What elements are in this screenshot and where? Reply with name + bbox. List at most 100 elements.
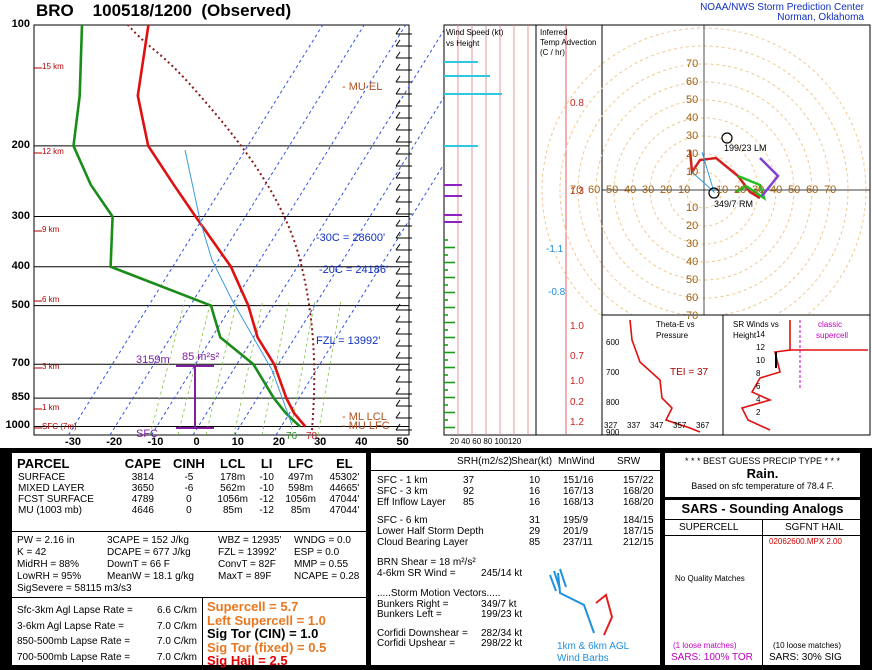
lapse-rate-label: 850-500mb Lapse Rate = (17, 636, 131, 647)
pressure-label-700: 700 (11, 357, 30, 370)
index-col4-2: MMP = 0.55 (294, 559, 349, 570)
kin-cell: 167/13 (563, 486, 594, 497)
parcel-header-3: LCL (220, 456, 246, 471)
height-label-2: 9 km (42, 225, 60, 234)
bunkers-left: Bunkers Left = (377, 609, 442, 620)
kin-cell: SFC - 3 km (377, 486, 428, 497)
index-col1-1: K = 42 (17, 547, 47, 558)
hodo-rm-label: 349/7 RM (714, 199, 754, 209)
kin-cell: 187/15 (623, 526, 654, 537)
parcel-cell: FCST SURFACE (18, 494, 94, 505)
parcel-cell: MIXED LAYER (18, 483, 85, 494)
parcel-cell: 0 (186, 494, 192, 505)
hodo-ring-label-down-5: 20 (686, 220, 699, 232)
index-col1-4: SigSevere = 58115 m3/s3 (17, 583, 132, 594)
mu-el-label: - MU EL (342, 81, 383, 93)
lapse-rate-value: 6.6 C/km (157, 605, 198, 616)
parcel-row: SURFACE 3814 -5 178m -10 497m 45302' (16, 472, 366, 483)
index-col3-0: WBZ = 12935' (218, 535, 282, 546)
temp-adv-value-3: -0.8 (548, 287, 566, 298)
brn-shear: BRN Shear = 18 m²/s² (377, 557, 476, 568)
parcel-cell: 598m (288, 483, 314, 494)
theta-title-1: Theta-E vs (656, 320, 695, 329)
index-col1-3: LowRH = 95% (17, 571, 82, 582)
temp-label-8: 50 (396, 436, 409, 448)
theta-x-tick-2: 347 (650, 421, 664, 430)
sars-supercell-none: No Quality Matches (675, 574, 745, 583)
corfidi-down-val: 282/34 kt (481, 628, 523, 639)
parcel-header-6: EL (336, 456, 353, 471)
pressure-label-400: 400 (11, 259, 30, 272)
lapse-rate-value: 7.0 C/km (157, 636, 198, 647)
hodo-ring-label-up-5: 20 (686, 148, 699, 160)
kin-cell: 157/22 (623, 475, 654, 486)
parcel-cell: 47044' (329, 505, 360, 516)
hodo-ring-label-down-6: 10 (686, 202, 699, 214)
bottom-panel: PARCEL CAPE CINH LCL LI LFC EL SURFACE 3814 -5 17… (0, 448, 872, 670)
parcel-row: FCST SURFACE 4789 0 1056m -12 1056m 47044' (16, 494, 366, 505)
temp-label-0: -30 (65, 436, 81, 448)
fzl-label: FZL = 13992' (316, 335, 381, 347)
chart-title: BRO 100518/1200 (Observed) (36, 1, 292, 20)
temp-adv-value-7: 0.2 (570, 397, 584, 408)
wind-panel-title-2: vs Height (446, 39, 480, 48)
composite-index-3: Sig Tor (fixed) = 0.5 (207, 639, 327, 655)
sr-wind-46-val: 245/14 kt (481, 568, 523, 579)
composite-index-0: Supercell = 5.7 (207, 599, 299, 614)
sars-loose-2: (10 loose matches) (773, 641, 842, 650)
index-col4-0: WNDG = 0.0 (294, 535, 351, 546)
kin-cell: 16 (529, 486, 541, 497)
pressure-label-500: 500 (11, 298, 30, 311)
composite-index-2: Sig Tor (CIN) = 1.0 (207, 626, 319, 641)
wind-barbs-graphic (549, 568, 614, 636)
lapse-rate-row: 850-500mb Lapse Rate = 7.0 C/km (17, 634, 197, 650)
corfidi-up-val: 298/22 kt (481, 638, 523, 649)
hodo-ring-label-down-1: 60 (686, 292, 699, 304)
parcel-cell: -6 (184, 483, 194, 494)
temp-adv-value-5: 0.7 (570, 351, 584, 362)
theta-x-tick-3: 357 (673, 421, 687, 430)
kin-cell: Lower Half Storm Depth (377, 526, 484, 537)
srw-title-2: Height (733, 331, 757, 340)
hodo-ring-label-right-3: 40 (770, 184, 783, 196)
theta-p-tick-0: 600 (606, 338, 620, 347)
sars-sig: SARS: 30% SIG (769, 652, 842, 663)
corfidi-up: Corfidi Upshear = (377, 638, 456, 649)
index-col2-0: 3CAPE = 152 J/kg (107, 535, 189, 546)
isotherm-0 (192, 24, 448, 436)
pressure-label-1000: 1000 (5, 419, 30, 432)
index-col2-3: MeanW = 18.1 g/kg (107, 571, 194, 582)
temp-label-6: 30 (314, 436, 327, 448)
kin-cell: 168/13 (563, 497, 594, 508)
parcel-cell: 4789 (131, 494, 154, 505)
kin-header-3: SRW (617, 456, 641, 467)
temp-label-7: 40 (355, 436, 368, 448)
parcel-trace (127, 24, 316, 431)
hodo-lm-label: 199/23 LM (724, 143, 767, 153)
hodo-ring-label-right-5: 20 (734, 184, 747, 196)
parcel-cell: 47044' (329, 494, 360, 505)
index-col3-2: ConvT = 82F (218, 559, 276, 570)
height-label-0: 15 km (42, 62, 64, 71)
kin-cell: Cloud Bearing Layer (377, 537, 469, 548)
sars-title: SARS - Sounding Analogs (681, 501, 844, 516)
lapse-rate-value: 7.0 C/km (157, 620, 198, 632)
hodo-ring-label-down-3: 40 (686, 256, 699, 268)
composite-index-4: Sig Hail = 2.5 (207, 653, 288, 668)
srw-note-1: classic (818, 320, 843, 329)
theta-x-tick-4: 367 (696, 421, 710, 430)
parcel-header-2: CINH (173, 456, 205, 471)
height-label-5: 1 km (42, 403, 60, 412)
temp-label-3: 0 (193, 436, 200, 448)
parcel-cell: 178m (220, 472, 246, 483)
bunkers-right-val: 349/7 kt (481, 599, 517, 610)
sars-loose-1: (1 loose matches) (673, 641, 737, 650)
sars-col-hail: SGFNT HAIL (785, 522, 844, 533)
kin-cell: 31 (529, 515, 541, 526)
hodo-ring-label-left-5: 20 (660, 184, 673, 196)
precip-note: Based on sfc temperature of 78.4 F. (691, 481, 834, 491)
index-col4-3: NCAPE = 0.28 (294, 571, 360, 582)
temp-adv-value-8: 1.2 (570, 417, 584, 428)
hodo-ring-label-left-0: 70 (570, 184, 583, 196)
parcel-cell: 44665' (329, 483, 360, 494)
